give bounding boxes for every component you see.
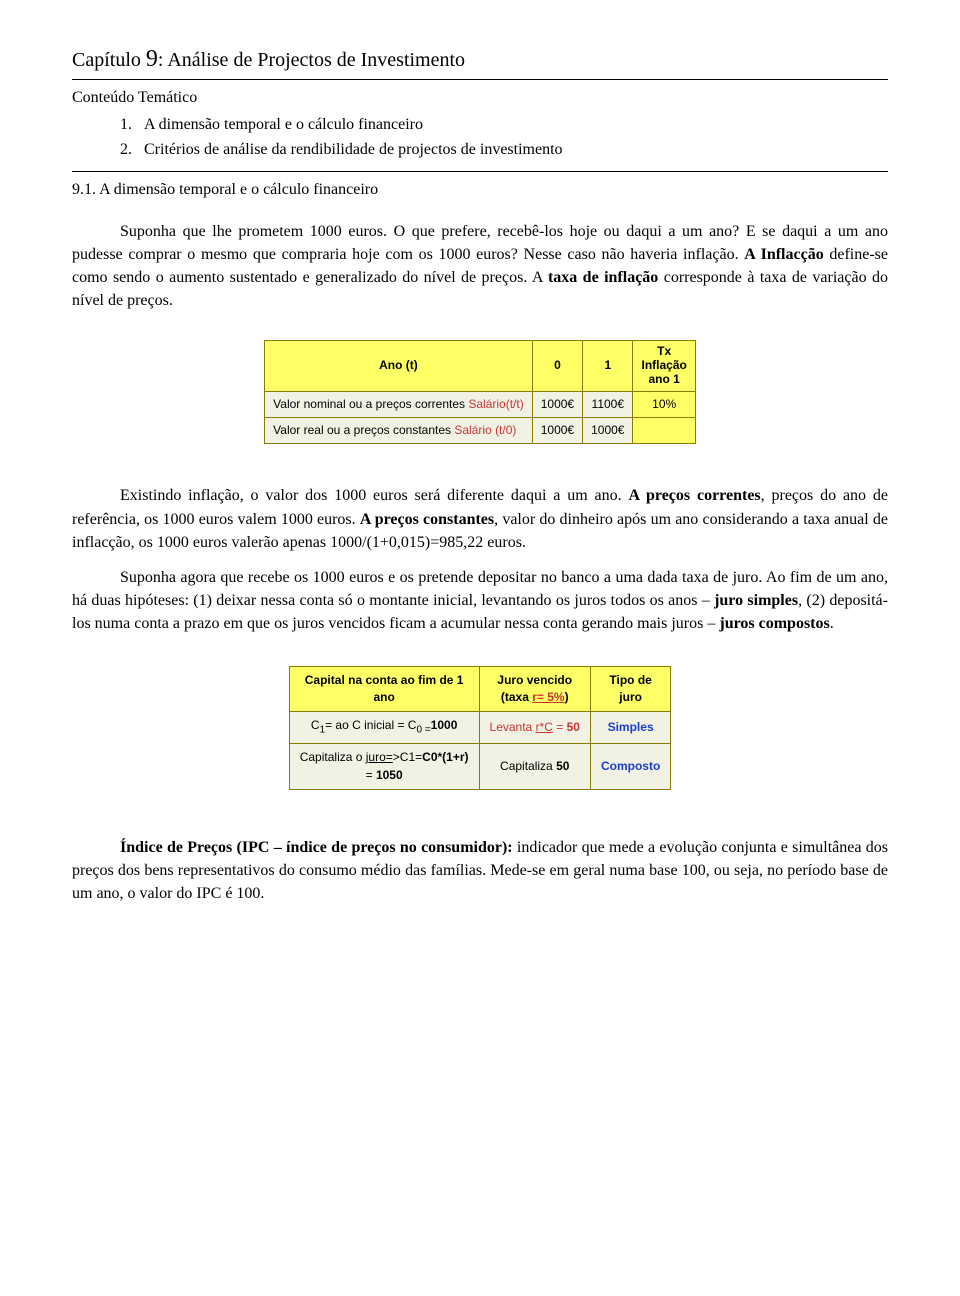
p3-bold-compostos: juros compostos [719,615,829,632]
th-tx-l2: Inflação [641,358,686,372]
lbl-red: Salário(t/t) [468,397,523,411]
c1rb: = [553,720,567,734]
cell-capital-composto: Capitaliza o juro=>C1=C0*(1+r) = 1050 [289,744,479,790]
th-cap-l1: Capital na conta ao fim de 1 [305,673,464,687]
cell-juro-simples: Levanta r*C = 50 [479,712,590,744]
table-row: Capitaliza o juro=>C1=C0*(1+r) = 1050 Ca… [289,744,671,790]
th-tx-l3: ano 1 [648,372,679,386]
p2-a: Existindo inflação, o valor dos 1000 eur… [120,487,628,504]
content-subhead: Conteúdo Temático [72,86,888,109]
c0und: juro= [366,750,393,764]
cell-pct: 10% [633,391,695,417]
table-row: Valor nominal ou a preços correntes Salá… [265,391,696,417]
th-0: 0 [532,341,582,391]
cell-tipo-composto: Composto [590,744,670,790]
paragraph-3: Suponha agora que recebe os 1000 euros e… [72,566,888,636]
th-tx-l1: Tx [657,344,671,358]
inflation-table-wrap: Ano (t) 0 1 Tx Inflação ano 1 Valor nomi… [72,340,888,444]
th-jv-l2a: (taxa [501,690,532,704]
c1-und: r*C [536,720,553,734]
row-label: Valor real ou a preços constantes Salári… [265,418,533,444]
toc-num: 1. [120,116,132,133]
p2-bold-correntes: A preços correntes [628,487,760,504]
c1rbold: 50 [567,720,580,734]
c0bold: 1000 [431,718,458,732]
toc-text: A dimensão temporal e o cálculo financei… [144,116,423,133]
chapter-number: 9 [146,46,158,72]
cell-v0: 1000€ [532,391,582,417]
th-tj-l1: Tipo de [609,673,651,687]
tipo-composto: Composto [601,759,660,773]
th-cap-l2: ano [373,690,394,704]
cell-tipo-simples: Simples [590,712,670,744]
inflation-table: Ano (t) 0 1 Tx Inflação ano 1 Valor nomi… [264,340,696,444]
section-heading: 9.1. A dimensão temporal e o cálculo fin… [72,178,888,201]
p3-e: . [830,615,834,632]
th-juro-vencido: Juro vencido (taxa r= 5%) [479,666,590,712]
capital-table-wrap: Capital na conta ao fim de 1 ano Juro ve… [72,666,888,790]
th-tj-l2: juro [619,690,642,704]
c0b: = ao C inicial = C [325,718,416,732]
lbl-plain: Valor real ou a preços constantes [273,423,454,437]
c0l2a: = [366,768,376,782]
paragraph-1: Suponha que lhe prometem 1000 euros. O q… [72,220,888,313]
cell-v1: 1000€ [583,418,633,444]
table-header-row: Capital na conta ao fim de 1 ano Juro ve… [289,666,671,712]
th-tipo-juro: Tipo de juro [590,666,670,712]
lbl-red: Salário (t/0) [454,423,516,437]
table-row: Valor real ou a preços constantes Salári… [265,418,696,444]
p4-bold-ipc: Índice de Preços (IPC – índice de preços… [120,839,513,856]
c0a: C [311,718,320,732]
cell-v0: 1000€ [532,418,582,444]
cell-capital-simples: C1= ao C inicial = C0 =1000 [289,712,479,744]
th-jv-l2b: ) [565,690,569,704]
c0bold2a: C0*(1+r) [422,750,468,764]
rule-top [72,79,888,80]
p1-bold-inflaccao: A Inflacção [744,246,823,263]
tipo-simples: Simples [608,720,654,734]
p1-bold-taxa: taxa de inflação [548,269,658,286]
toc-item: 1. A dimensão temporal e o cálculo finan… [120,113,888,136]
c0b2: >C1= [393,750,422,764]
chapter-name: : Análise de Projectos de Investimento [158,49,465,71]
capital-table: Capital na conta ao fim de 1 ano Juro ve… [289,666,672,790]
chapter-prefix: Capítulo [72,49,146,71]
toc-item: 2. Critérios de análise da rendibilidade… [120,138,888,161]
c1ra: Levanta [490,720,536,734]
paragraph-2: Existindo inflação, o valor dos 1000 eur… [72,484,888,554]
th-jv-l1: Juro vencido [497,673,572,687]
toc-text: Critérios de análise da rendibilidade de… [144,141,563,158]
chapter-title: Capítulo 9: Análise de Projectos de Inve… [72,42,888,77]
toc-list: 1. A dimensão temporal e o cálculo finan… [120,113,888,161]
c1bold: 50 [556,759,569,773]
th-1: 1 [583,341,633,391]
toc-num: 2. [120,141,132,158]
c0a2: Capitaliza o [300,750,366,764]
paragraph-4: Índice de Preços (IPC – índice de preços… [72,836,888,906]
c0l2bold: 1050 [376,768,403,782]
row-label: Valor nominal ou a preços correntes Salá… [265,391,533,417]
c1a: Capitaliza [500,759,556,773]
c0sub0: 0 = [416,725,430,736]
c1-red: Levanta r*C = 50 [490,720,580,734]
rule-after-toc [72,171,888,172]
p2-bold-constantes: A preços constantes [360,511,494,528]
cell-juro-composto: Capitaliza 50 [479,744,590,790]
lbl-plain: Valor nominal ou a preços correntes [273,397,468,411]
table-row: C1= ao C inicial = C0 =1000 Levanta r*C … [289,712,671,744]
table-header-row: Ano (t) 0 1 Tx Inflação ano 1 [265,341,696,391]
p3-bold-simples: juro simples [714,592,798,609]
th-jv-rate: r= 5% [532,690,564,704]
cell-pct-empty [633,418,695,444]
th-capital: Capital na conta ao fim de 1 ano [289,666,479,712]
th-tx-inflacao: Tx Inflação ano 1 [633,341,695,391]
th-ano: Ano (t) [265,341,533,391]
cell-v1: 1100€ [583,391,633,417]
